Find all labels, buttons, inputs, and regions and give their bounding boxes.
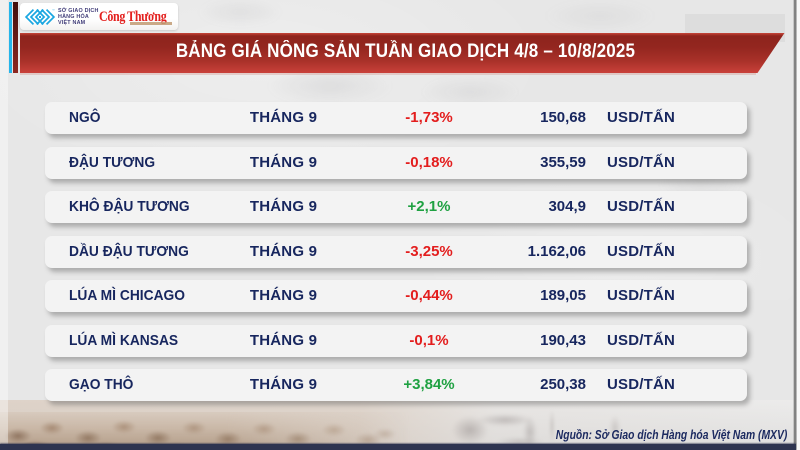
svg-text:™: ™	[52, 9, 55, 12]
